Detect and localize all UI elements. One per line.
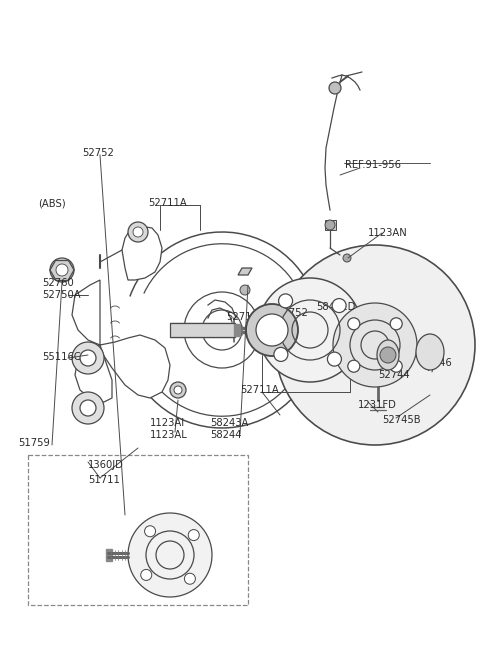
Polygon shape (234, 324, 240, 336)
Text: 52745B: 52745B (382, 415, 420, 425)
Text: 1123AL: 1123AL (150, 430, 188, 440)
Text: 58243A: 58243A (210, 418, 248, 428)
Text: 58244: 58244 (210, 430, 241, 440)
Circle shape (327, 352, 341, 366)
Circle shape (128, 222, 148, 242)
Circle shape (141, 569, 152, 580)
Text: 52750A: 52750A (42, 290, 81, 300)
Circle shape (390, 318, 402, 329)
Circle shape (72, 342, 104, 374)
Circle shape (329, 82, 341, 94)
Circle shape (80, 350, 96, 366)
Circle shape (274, 347, 288, 362)
Polygon shape (72, 280, 170, 398)
Text: 55116C: 55116C (42, 352, 81, 362)
Circle shape (278, 294, 293, 308)
Text: REF.91-956: REF.91-956 (345, 160, 401, 170)
Polygon shape (238, 268, 252, 275)
Circle shape (144, 526, 156, 536)
Circle shape (80, 400, 96, 416)
Circle shape (184, 573, 195, 584)
Circle shape (332, 299, 346, 312)
Circle shape (188, 530, 199, 540)
Circle shape (325, 220, 335, 230)
Text: 1231FD: 1231FD (358, 400, 397, 410)
Circle shape (275, 245, 475, 445)
Circle shape (240, 285, 250, 295)
Text: (ABS): (ABS) (38, 198, 66, 208)
Polygon shape (75, 345, 112, 402)
Circle shape (256, 314, 288, 346)
Text: 51711: 51711 (88, 475, 120, 485)
Text: 58411D: 58411D (316, 302, 355, 312)
Text: 1360JD: 1360JD (88, 460, 124, 470)
Polygon shape (106, 549, 112, 561)
Polygon shape (338, 252, 356, 264)
Circle shape (72, 392, 104, 424)
Polygon shape (325, 220, 336, 230)
Circle shape (348, 360, 360, 372)
Circle shape (343, 254, 351, 262)
Text: 52711A: 52711A (240, 385, 279, 395)
Circle shape (258, 278, 362, 382)
Circle shape (246, 304, 298, 356)
Text: 1123AI: 1123AI (150, 418, 185, 428)
Polygon shape (122, 226, 162, 280)
Ellipse shape (377, 340, 399, 370)
Circle shape (380, 347, 396, 363)
Circle shape (170, 382, 186, 398)
Text: 52760: 52760 (42, 278, 74, 288)
Text: 52711A: 52711A (148, 198, 187, 208)
Text: 52752: 52752 (276, 308, 308, 318)
Circle shape (174, 386, 182, 394)
Text: 52714: 52714 (226, 312, 258, 322)
Circle shape (128, 513, 212, 597)
Bar (28, 455, 248, 605)
Circle shape (50, 258, 74, 282)
Circle shape (390, 360, 402, 372)
Circle shape (133, 227, 143, 237)
Text: 52746: 52746 (420, 358, 452, 368)
Text: 51759: 51759 (18, 438, 50, 448)
Text: 52744: 52744 (378, 370, 409, 380)
Text: 1123AN: 1123AN (368, 228, 408, 238)
Circle shape (333, 303, 417, 387)
Polygon shape (372, 400, 384, 407)
FancyArrow shape (170, 323, 235, 337)
Ellipse shape (416, 334, 444, 370)
Circle shape (56, 264, 68, 276)
Text: 52752: 52752 (82, 148, 114, 158)
Circle shape (348, 318, 360, 329)
